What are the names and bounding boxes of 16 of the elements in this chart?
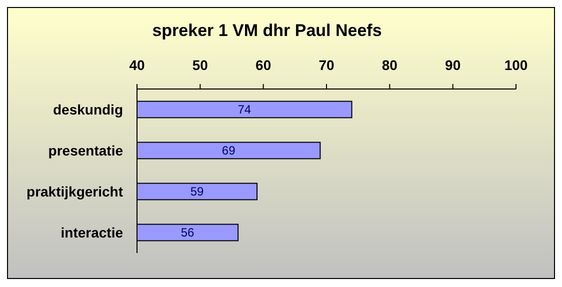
x-tick-label: 80 [382,57,398,73]
x-tick-label: 50 [192,57,208,73]
data-label: 56 [180,226,195,240]
x-tick-label: 70 [318,57,334,73]
data-label: 74 [238,102,252,117]
y-tick-label: praktijkgericht [26,183,124,200]
x-tick-label: 60 [256,57,272,73]
chart-title: spreker 1 VM dhr Paul Neefs [152,21,382,40]
y-tick-label: deskundig [52,101,123,118]
y-tick-label: presentatie [48,142,124,158]
y-tick-label: interactie [60,224,124,240]
data-label: 69 [222,144,236,158]
x-tick-label: 100 [504,57,528,73]
x-tick-label: 40 [129,57,145,73]
data-label: 59 [190,184,204,199]
x-tick-label: 90 [445,57,461,73]
